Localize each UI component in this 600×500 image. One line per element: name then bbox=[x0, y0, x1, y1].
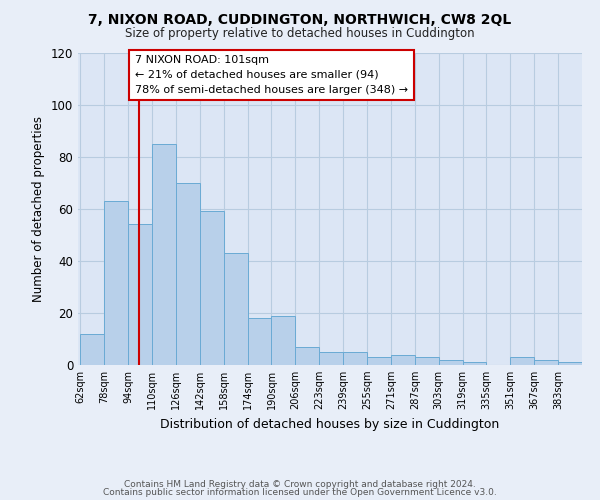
Bar bbox=[176, 182, 200, 365]
X-axis label: Distribution of detached houses by size in Cuddington: Distribution of detached houses by size … bbox=[160, 418, 500, 430]
Bar bbox=[104, 201, 128, 365]
Bar bbox=[319, 352, 343, 365]
Bar bbox=[439, 360, 463, 365]
Bar bbox=[415, 357, 439, 365]
Text: Contains HM Land Registry data © Crown copyright and database right 2024.: Contains HM Land Registry data © Crown c… bbox=[124, 480, 476, 489]
Bar bbox=[271, 316, 295, 365]
Bar bbox=[152, 144, 176, 365]
Text: 7 NIXON ROAD: 101sqm
← 21% of detached houses are smaller (94)
78% of semi-detac: 7 NIXON ROAD: 101sqm ← 21% of detached h… bbox=[135, 55, 408, 94]
Bar bbox=[200, 212, 224, 365]
Bar bbox=[224, 253, 248, 365]
Bar bbox=[558, 362, 582, 365]
Bar bbox=[343, 352, 367, 365]
Bar bbox=[463, 362, 487, 365]
Bar bbox=[534, 360, 558, 365]
Bar bbox=[248, 318, 271, 365]
Text: Contains public sector information licensed under the Open Government Licence v3: Contains public sector information licen… bbox=[103, 488, 497, 497]
Text: 7, NIXON ROAD, CUDDINGTON, NORTHWICH, CW8 2QL: 7, NIXON ROAD, CUDDINGTON, NORTHWICH, CW… bbox=[88, 12, 512, 26]
Bar bbox=[295, 347, 319, 365]
Bar bbox=[367, 357, 391, 365]
Bar bbox=[391, 354, 415, 365]
Bar bbox=[511, 357, 534, 365]
Y-axis label: Number of detached properties: Number of detached properties bbox=[32, 116, 45, 302]
Bar bbox=[128, 224, 152, 365]
Bar bbox=[80, 334, 104, 365]
Text: Size of property relative to detached houses in Cuddington: Size of property relative to detached ho… bbox=[125, 28, 475, 40]
